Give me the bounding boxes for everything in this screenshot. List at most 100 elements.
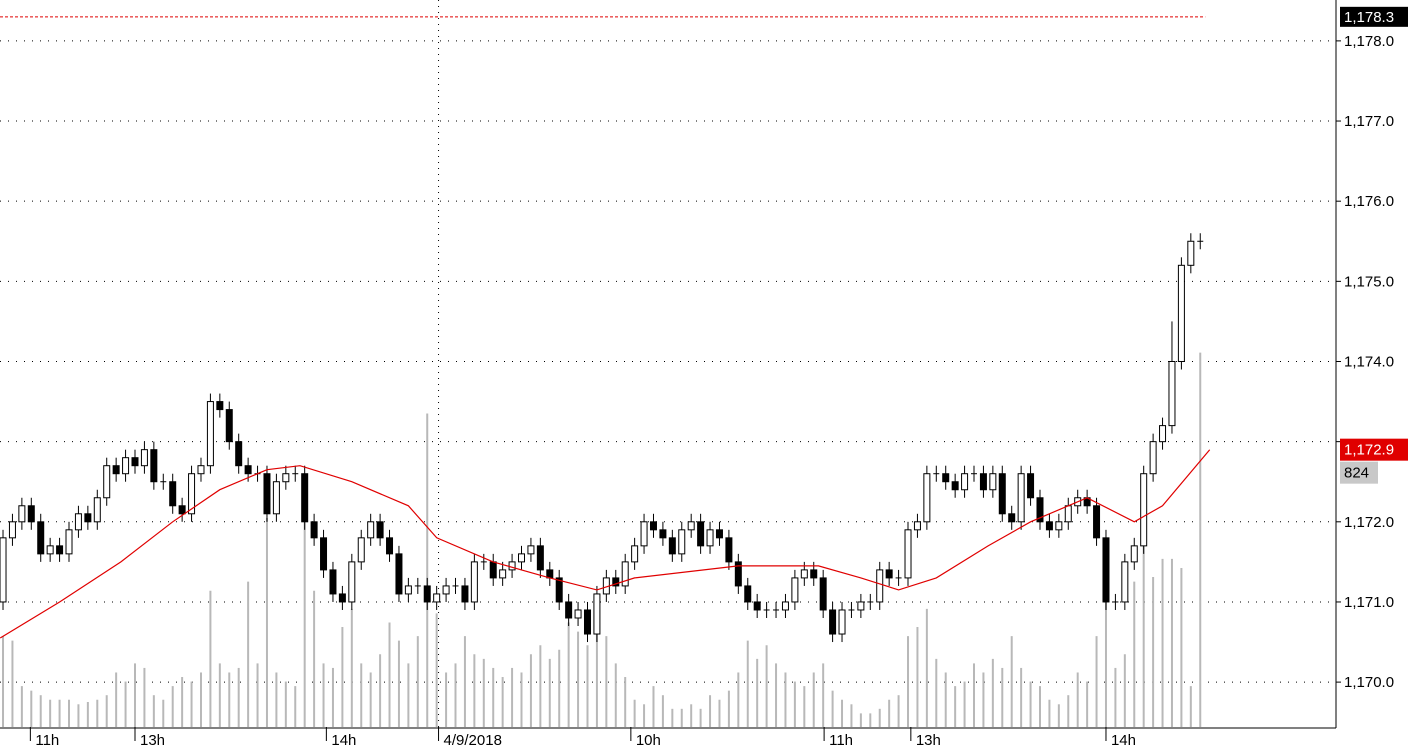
x-tick-label: 11h <box>829 732 853 749</box>
x-tick-label: 13h <box>916 732 941 749</box>
candle-body <box>1008 513 1016 523</box>
x-tick-label: 14h <box>1111 732 1136 749</box>
candle-body <box>885 569 893 579</box>
candle-body <box>404 585 412 595</box>
candle-body <box>508 561 516 571</box>
candle-body <box>348 561 356 603</box>
candle-body <box>320 537 328 571</box>
candle-body <box>301 473 309 523</box>
candle-body <box>1064 505 1072 523</box>
candle-body <box>338 593 346 603</box>
candle-body <box>282 473 290 483</box>
x-tick-label: 10h <box>636 732 661 749</box>
candle-body <box>84 513 92 523</box>
overlay-layer <box>0 16 1211 639</box>
candle-body <box>951 481 959 491</box>
axis-layer: 1,170.0 1,171.0 1,172.0 1,174.0 1,175.0 1,176… <box>29 6 1408 749</box>
moving-average <box>0 449 1211 639</box>
candle-body <box>678 529 686 555</box>
candle-body <box>74 513 82 531</box>
candle-body <box>574 609 582 619</box>
candle-body <box>37 521 45 555</box>
candle-body <box>1036 497 1044 523</box>
candle-body <box>122 457 130 475</box>
candle-body <box>876 569 884 603</box>
candle-body <box>649 521 657 531</box>
candle-body <box>791 577 799 603</box>
candle-body <box>310 521 318 539</box>
candle-body <box>178 505 186 515</box>
candle-body <box>65 529 73 555</box>
candle-body <box>225 409 233 443</box>
candle-body <box>998 473 1006 515</box>
candle-body <box>140 449 148 467</box>
candle-body <box>923 473 931 523</box>
candle-body <box>800 569 808 579</box>
candle-body <box>489 561 497 579</box>
candle-body <box>1093 505 1101 539</box>
candle-body <box>706 529 714 547</box>
candle-body <box>527 545 535 555</box>
price-label: 1,178.3 <box>1344 9 1394 26</box>
candle-body <box>329 569 337 595</box>
candle-body <box>904 529 912 579</box>
price-label-box <box>1340 6 1408 27</box>
candle-body <box>583 609 591 635</box>
candle-body <box>734 561 742 587</box>
candle-body <box>103 465 111 499</box>
y-tick-label: 1,175.0 <box>1344 273 1394 290</box>
candle-body <box>979 473 987 491</box>
candle-body <box>668 537 676 555</box>
y-tick-label: 1,177.0 <box>1344 113 1394 130</box>
candle-body <box>1121 561 1129 603</box>
candle-body <box>197 465 205 475</box>
candle-body <box>753 601 761 611</box>
candle-body <box>1187 240 1195 266</box>
candle-body <box>1102 537 1110 603</box>
candle-body <box>150 449 158 483</box>
candle-body <box>1055 521 1063 531</box>
candle-body <box>0 537 7 603</box>
candle-body <box>8 521 16 539</box>
candle-layer <box>0 233 1204 643</box>
candle-body <box>461 585 469 603</box>
candle-body <box>423 585 431 603</box>
candle-body <box>235 441 243 467</box>
x-tick-label: 13h <box>140 732 165 749</box>
candle-body <box>697 521 705 547</box>
candle-body <box>56 545 64 555</box>
candle-body <box>1017 473 1025 523</box>
candle-body <box>518 553 526 563</box>
candle-body <box>433 593 441 603</box>
volume-label-box <box>1340 461 1378 484</box>
volume-layer <box>2 352 1202 727</box>
candle-body <box>1177 264 1185 362</box>
ma-label: 1,172.9 <box>1344 442 1394 459</box>
candle-body <box>621 561 629 587</box>
candle-body <box>499 569 507 579</box>
candle-body <box>659 529 667 539</box>
candle-body <box>942 473 950 483</box>
candle-body <box>1168 360 1176 427</box>
candle-body <box>216 401 224 411</box>
candle-body <box>46 545 54 555</box>
candle-body <box>386 537 394 555</box>
ma-label-box <box>1340 438 1408 461</box>
candle-body <box>810 569 818 579</box>
candle-body <box>593 593 601 635</box>
candle-body <box>18 505 26 523</box>
candle-body <box>93 497 101 523</box>
y-tick-label: 1,178.0 <box>1344 33 1394 50</box>
y-tick-label: 1,170.0 <box>1344 674 1394 691</box>
candle-body <box>395 553 403 595</box>
x-tick-label: 11h <box>35 732 59 749</box>
candle-body <box>744 585 752 603</box>
candle-body <box>272 481 280 515</box>
candle-body <box>1140 473 1148 547</box>
candle-body <box>555 577 563 603</box>
candle-body <box>989 473 997 491</box>
candle-body <box>913 521 921 531</box>
candle-body <box>857 601 865 611</box>
candle-body <box>376 521 384 539</box>
